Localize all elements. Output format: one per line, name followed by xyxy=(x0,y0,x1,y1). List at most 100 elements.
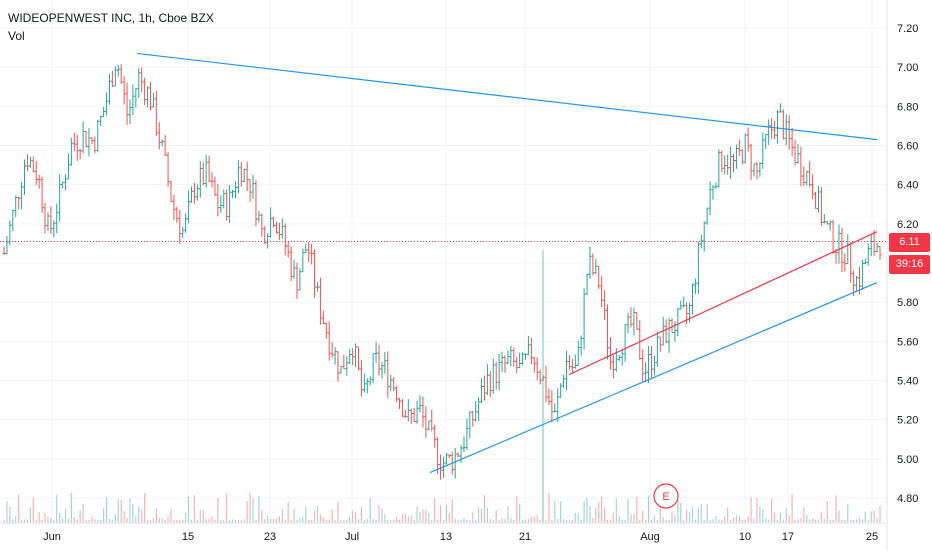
ohlc-bar xyxy=(764,133,768,149)
ohlc-bar xyxy=(427,420,431,431)
ohlc-bar xyxy=(277,222,281,240)
ohlc-bar xyxy=(726,154,730,175)
ohlc-bar xyxy=(430,409,434,432)
ohlc-bar xyxy=(184,212,188,233)
ohlc-bar xyxy=(617,354,621,362)
ohlc-bar xyxy=(424,406,428,438)
trendlines[interactable] xyxy=(136,52,878,474)
ohlc-bar xyxy=(377,344,381,376)
ohlc-bar xyxy=(257,210,261,223)
ohlc-bar xyxy=(318,277,322,325)
time-tick-label: 25 xyxy=(866,531,878,543)
price-tick-label: 5.60 xyxy=(897,336,918,348)
ohlc-bar xyxy=(740,148,744,165)
ohlc-bar xyxy=(69,137,73,166)
ohlc-bar xyxy=(775,109,779,144)
ohlc-bar xyxy=(570,358,574,374)
ohlc-bar xyxy=(20,181,24,210)
ohlc-bar xyxy=(233,181,237,199)
ohlc-bar xyxy=(614,347,618,373)
ohlc-bar xyxy=(488,371,492,398)
ohlc-bar xyxy=(849,242,853,283)
ohlc-bar xyxy=(491,358,495,394)
ohlc-bar xyxy=(497,353,501,391)
ohlc-bar xyxy=(503,355,507,373)
ohlc-bar xyxy=(535,357,539,381)
ohlc-bar xyxy=(667,317,671,353)
ohlc-bar xyxy=(623,324,627,362)
time-axis[interactable]: Jun 15 23 Jul 13 21 Aug 10 17 25 xyxy=(43,531,878,543)
ohlc-bar xyxy=(148,81,152,111)
ohlc-bar xyxy=(151,92,155,108)
ohlc-bar xyxy=(58,174,62,222)
ohlc-bar xyxy=(122,76,126,105)
ohlc-bar xyxy=(582,288,586,350)
ohlc-bar xyxy=(154,91,158,136)
ohlc-bar xyxy=(825,220,829,225)
chart-legend: WIDEOPENWEST INC, 1h, Cboe BZX Vol xyxy=(8,9,214,45)
ohlc-bar xyxy=(40,177,44,214)
ohlc-bar xyxy=(846,234,850,265)
ohlc-bar xyxy=(746,127,750,152)
ohlc-bar xyxy=(146,86,150,108)
ohlc-bar xyxy=(532,357,536,373)
ohlc-bar xyxy=(606,304,610,360)
ohlc-bar xyxy=(796,144,800,164)
ohlc-bar xyxy=(778,103,782,113)
ohlc-bar xyxy=(313,249,317,298)
ohlc-bar xyxy=(658,336,662,352)
ohlc-bar xyxy=(409,408,413,425)
ohlc-bar xyxy=(758,162,762,177)
earnings-marker[interactable]: E xyxy=(653,483,679,509)
ohlc-bar xyxy=(693,278,697,295)
ohlc-bar xyxy=(315,282,319,292)
ohlc-bar xyxy=(213,176,217,196)
ohlc-bar xyxy=(351,347,355,366)
time-tick-label: 10 xyxy=(739,531,751,543)
ohlc-bar xyxy=(509,345,513,367)
ohlc-bar xyxy=(236,160,240,194)
volume-label[interactable]: Vol xyxy=(8,29,25,43)
ohlc-bar xyxy=(298,268,302,291)
ohlc-bar xyxy=(585,273,589,296)
ohlc-bar xyxy=(228,185,232,223)
ohlc-bar xyxy=(591,253,595,276)
ohlc-bar xyxy=(506,350,510,365)
ohlc-bar xyxy=(819,187,823,226)
ohlc-bar xyxy=(855,276,859,292)
ohlc-bar xyxy=(579,335,583,356)
ohlc-bar xyxy=(175,206,179,223)
ohlc-bar xyxy=(822,214,826,224)
ohlc-bar xyxy=(421,396,425,428)
ohlc-bar xyxy=(594,259,598,275)
ohlc-bar xyxy=(439,454,443,480)
blue-trendline[interactable] xyxy=(429,282,878,474)
ohlc-bar xyxy=(477,397,481,422)
ohlc-bar xyxy=(632,307,636,336)
price-tick-label: 5.00 xyxy=(897,454,918,466)
ohlc-bar xyxy=(102,106,106,118)
ohlc-bar xyxy=(676,307,680,337)
ohlc-bar xyxy=(544,365,548,403)
ohlc-bar xyxy=(436,437,440,475)
ohlc-bar xyxy=(2,246,6,255)
price-tick-label: 7.00 xyxy=(897,62,918,74)
symbol-title[interactable]: WIDEOPENWEST INC, 1h, Cboe BZX xyxy=(8,11,214,25)
ohlc-bar xyxy=(181,226,185,238)
blue-trendline[interactable] xyxy=(136,52,878,141)
ohlc-bar xyxy=(242,168,246,183)
ohlc-bar xyxy=(816,185,820,213)
time-tick-label: 17 xyxy=(782,531,794,543)
ohlc-bar xyxy=(644,361,648,383)
ohlc-bar xyxy=(286,241,290,258)
ohlc-bar xyxy=(720,150,724,172)
price-tick-label: 6.20 xyxy=(897,219,918,231)
ohlc-bar xyxy=(357,346,361,371)
red-trendline[interactable] xyxy=(568,231,878,376)
ohlc-bar xyxy=(204,155,208,188)
ohlc-bar xyxy=(119,64,123,84)
ohlc-bar xyxy=(310,243,314,265)
ohlc-bar xyxy=(354,343,358,368)
